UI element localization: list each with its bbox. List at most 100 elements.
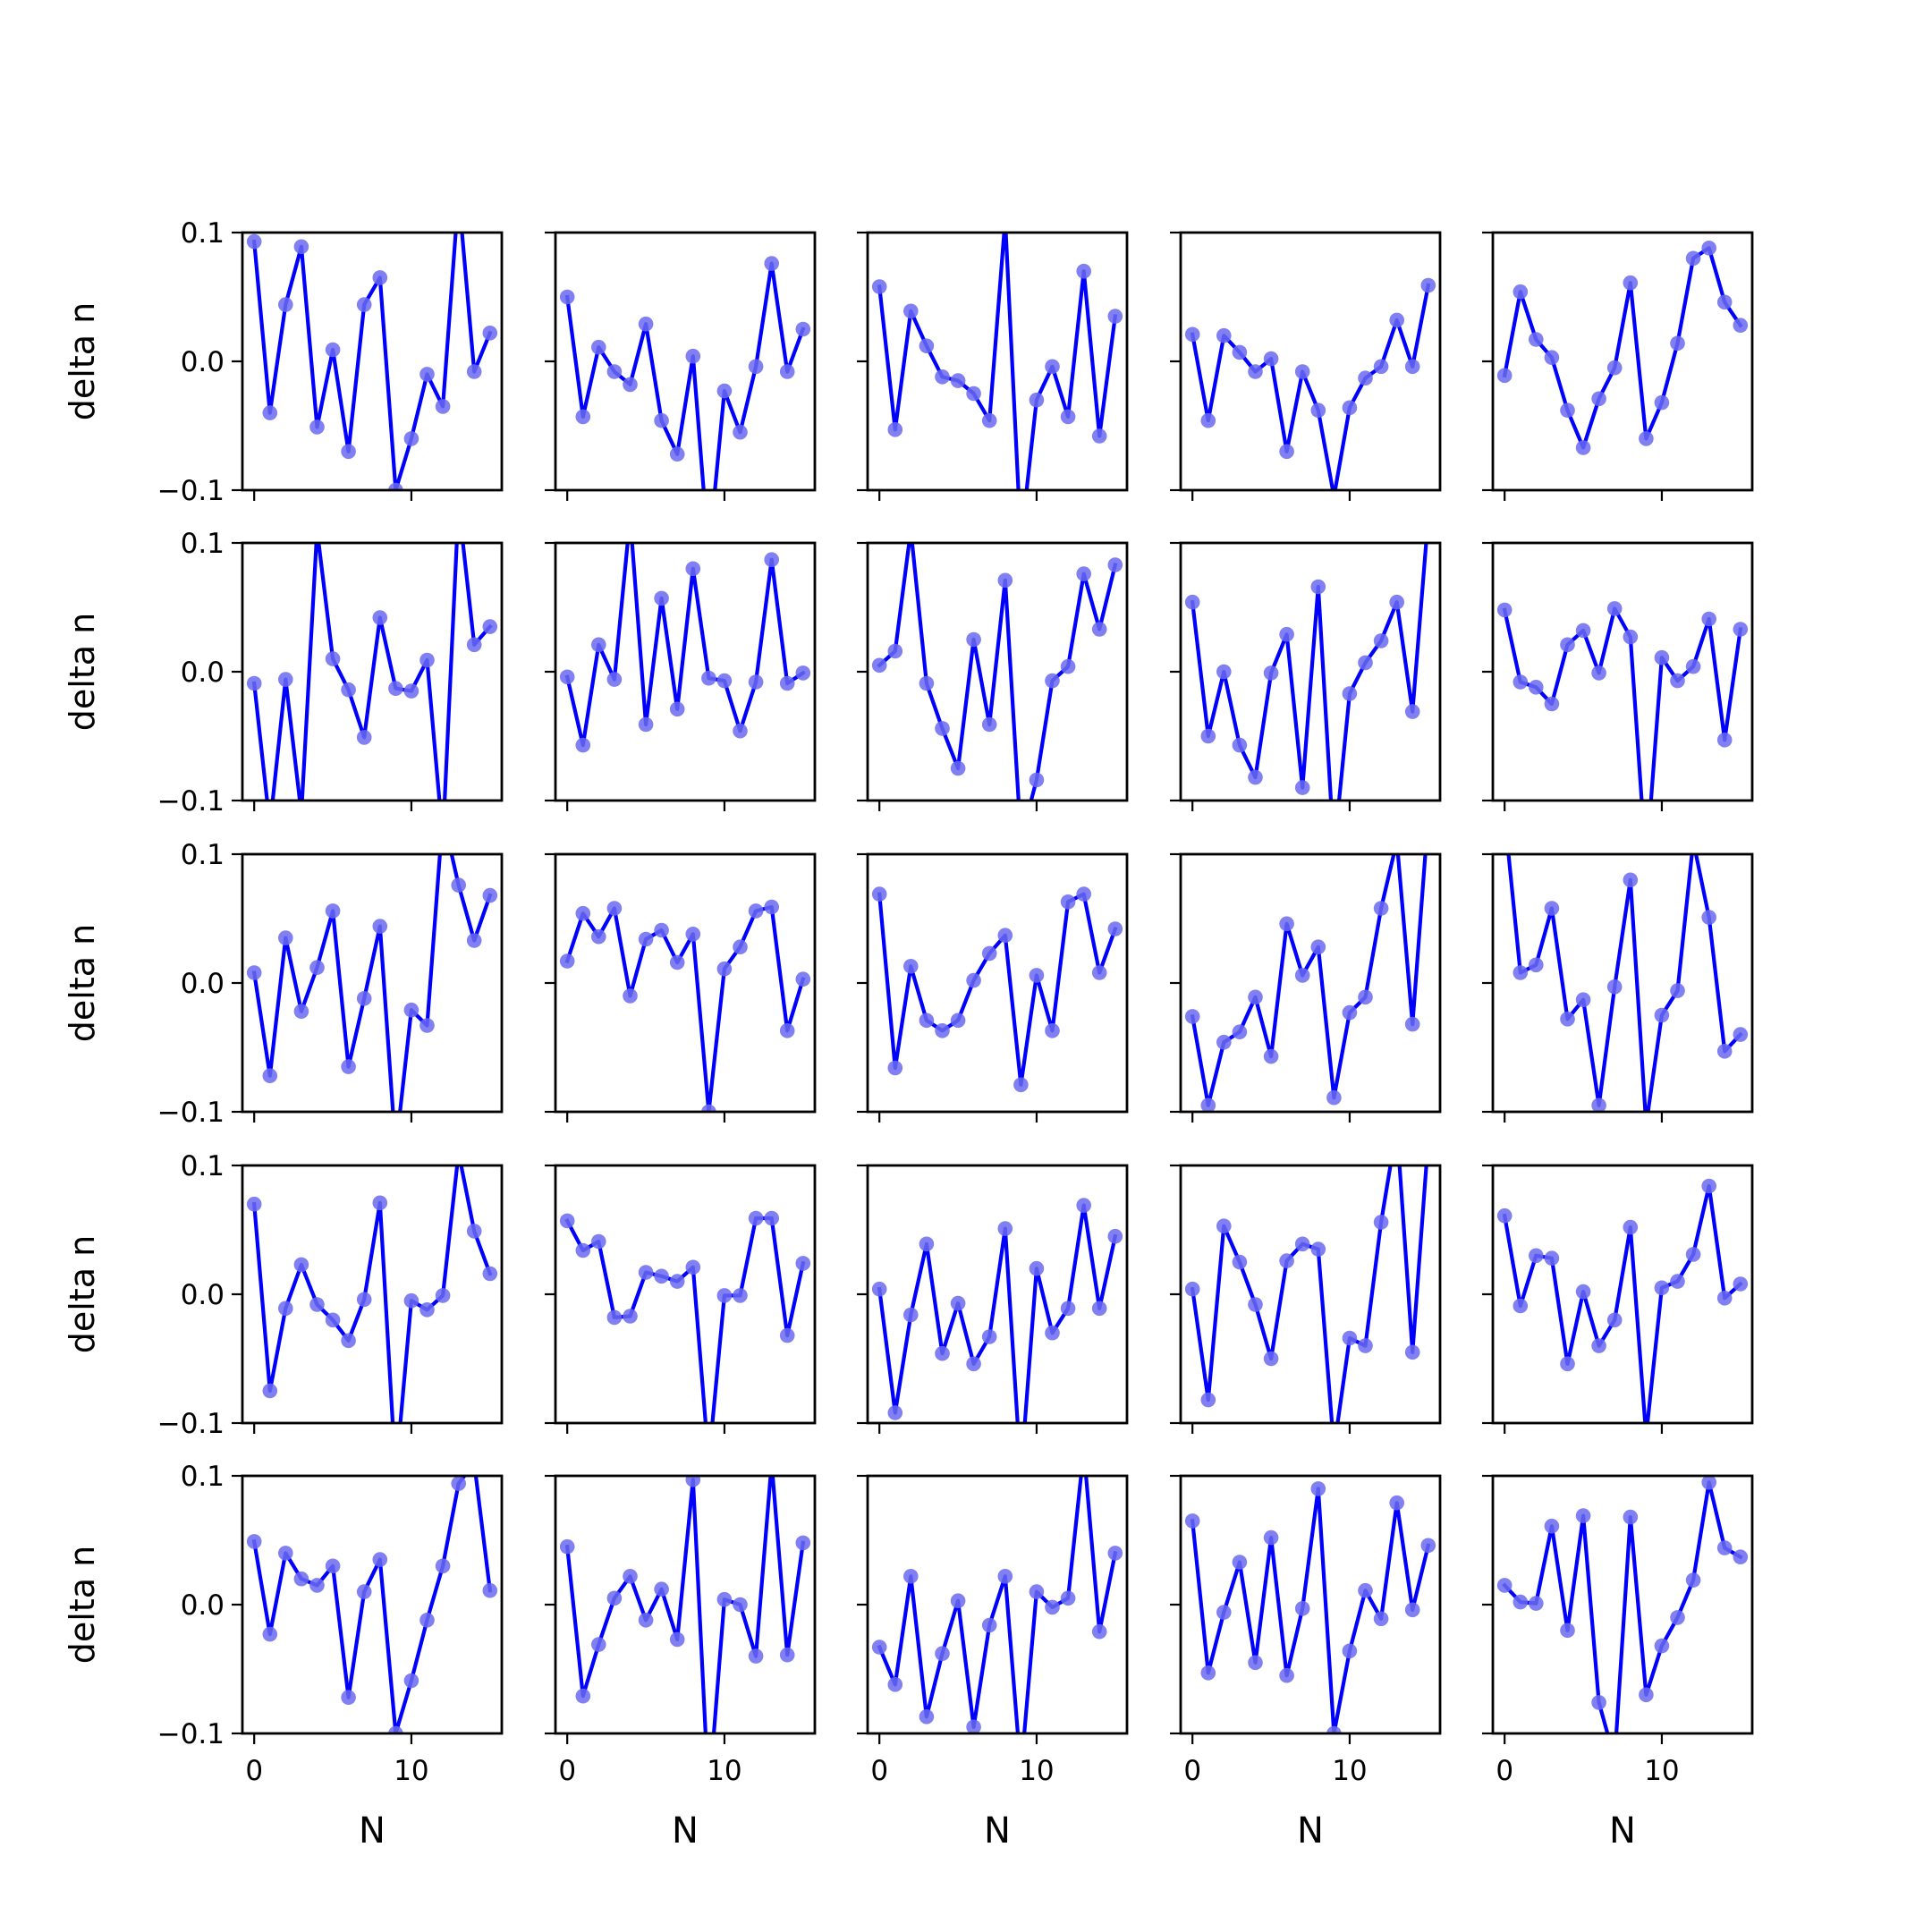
data-point [685, 561, 701, 577]
data-point [1232, 344, 1248, 360]
data-point [575, 905, 591, 921]
data-point [1326, 1089, 1342, 1106]
data-point [733, 1597, 748, 1613]
data-point [981, 716, 997, 733]
data-point [1560, 1356, 1575, 1372]
data-point [1496, 368, 1513, 384]
data-point [1670, 673, 1685, 689]
data-point [1496, 1208, 1513, 1224]
data-point [685, 1476, 701, 1487]
data-point [1045, 1599, 1060, 1615]
y-tick-label: 0.1 [181, 839, 225, 871]
data-point [1310, 939, 1326, 954]
data-point [606, 1590, 623, 1606]
data-point [1107, 309, 1123, 324]
data-point [436, 809, 451, 824]
data-point [1248, 1297, 1263, 1312]
data-point [1670, 983, 1685, 998]
data-point [1279, 1253, 1294, 1268]
data-point [701, 670, 716, 686]
data-point [1060, 1590, 1076, 1606]
data-point [779, 675, 795, 691]
data-point [1184, 1281, 1200, 1297]
plot-area [555, 854, 815, 1112]
data-point [262, 1383, 278, 1399]
y-tick-label: 0.0 [181, 1279, 225, 1311]
x-axis-label: N [1609, 1810, 1636, 1852]
data-point [1575, 623, 1591, 639]
data-point [935, 1345, 950, 1361]
data-point [623, 1309, 638, 1324]
data-point [341, 1333, 356, 1349]
data-point [1654, 1638, 1670, 1654]
data-point [716, 673, 733, 689]
data-point [1404, 1344, 1420, 1360]
data-point [372, 610, 388, 625]
data-point [1716, 1291, 1733, 1306]
data-point [1544, 696, 1560, 712]
data-point [1496, 602, 1513, 618]
data-point [1358, 370, 1373, 386]
subplot-r1-c4 [1170, 231, 1442, 501]
data-point [919, 1013, 935, 1029]
series-line [1190, 854, 1428, 1107]
y-tick-label: −0.1 [157, 785, 225, 818]
data-point [1060, 1301, 1076, 1317]
data-point [1389, 834, 1404, 849]
data-point [1248, 769, 1263, 785]
y-tick-label: −0.1 [157, 1097, 225, 1129]
data-point [871, 1640, 887, 1655]
data-point [716, 961, 733, 977]
data-point [293, 1257, 309, 1273]
data-point [966, 1719, 981, 1733]
data-point [403, 1002, 419, 1018]
plot-area [555, 543, 815, 801]
data-point [1029, 772, 1045, 788]
data-point [779, 1023, 795, 1038]
data-point [654, 1268, 669, 1284]
data-point [1373, 901, 1389, 916]
data-point [1716, 733, 1733, 748]
data-point [748, 674, 764, 690]
data-point [293, 1571, 309, 1587]
data-point [748, 1210, 764, 1226]
data-point [466, 364, 482, 379]
y-tick-label: 0.0 [181, 346, 225, 378]
data-point [388, 681, 403, 696]
data-point [1591, 1097, 1606, 1112]
data-point [1544, 901, 1560, 916]
data-point [1294, 780, 1310, 795]
data-point [733, 723, 748, 739]
data-point [764, 552, 779, 567]
data-point [919, 338, 935, 354]
data-point [341, 1690, 356, 1705]
data-point [1216, 664, 1232, 680]
data-point [1263, 665, 1279, 681]
data-point [1029, 392, 1045, 408]
data-point [903, 1569, 919, 1584]
data-point [559, 1538, 575, 1555]
plot-area [1493, 854, 1752, 1112]
x-axis-label: N [984, 1810, 1011, 1852]
data-point [325, 1558, 341, 1574]
data-point [1107, 1228, 1123, 1244]
data-point [1575, 1508, 1591, 1523]
data-point [1420, 1538, 1436, 1554]
data-point [779, 1647, 795, 1663]
data-point [262, 1068, 278, 1083]
data-point [246, 675, 262, 691]
y-tick-label: 0.1 [181, 1150, 225, 1182]
subplot-r3-c1: −0.1 0.0 0.1 delta n [63, 809, 504, 1129]
data-point [1560, 1623, 1575, 1639]
data-point [623, 988, 638, 1004]
subplot-r5-c3: 0 10N [857, 1474, 1129, 1852]
data-point [1591, 1695, 1606, 1710]
data-point [981, 945, 997, 962]
data-point [733, 424, 748, 440]
series-line [251, 854, 493, 1112]
data-point [1654, 394, 1670, 411]
x-axis-label: N [672, 1810, 699, 1852]
data-point [606, 364, 623, 379]
data-point [1670, 1610, 1685, 1625]
